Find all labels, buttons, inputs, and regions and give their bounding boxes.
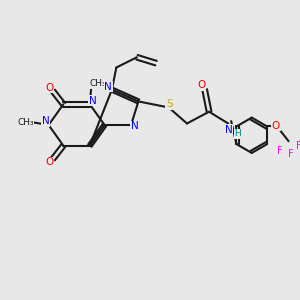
- Text: CH₃: CH₃: [17, 118, 34, 127]
- Text: F: F: [296, 141, 300, 151]
- Text: S: S: [166, 99, 172, 110]
- Text: N: N: [131, 122, 139, 131]
- Text: O: O: [198, 80, 206, 90]
- Text: F: F: [288, 149, 294, 159]
- Text: O: O: [45, 82, 54, 93]
- Text: F: F: [277, 146, 283, 157]
- Text: N: N: [225, 125, 233, 135]
- Text: O: O: [272, 121, 280, 131]
- Text: O: O: [45, 158, 54, 167]
- Text: N: N: [42, 116, 50, 126]
- Text: H: H: [234, 129, 241, 138]
- Text: N: N: [104, 82, 112, 92]
- Text: CH₃: CH₃: [89, 79, 106, 88]
- Text: N: N: [89, 96, 97, 106]
